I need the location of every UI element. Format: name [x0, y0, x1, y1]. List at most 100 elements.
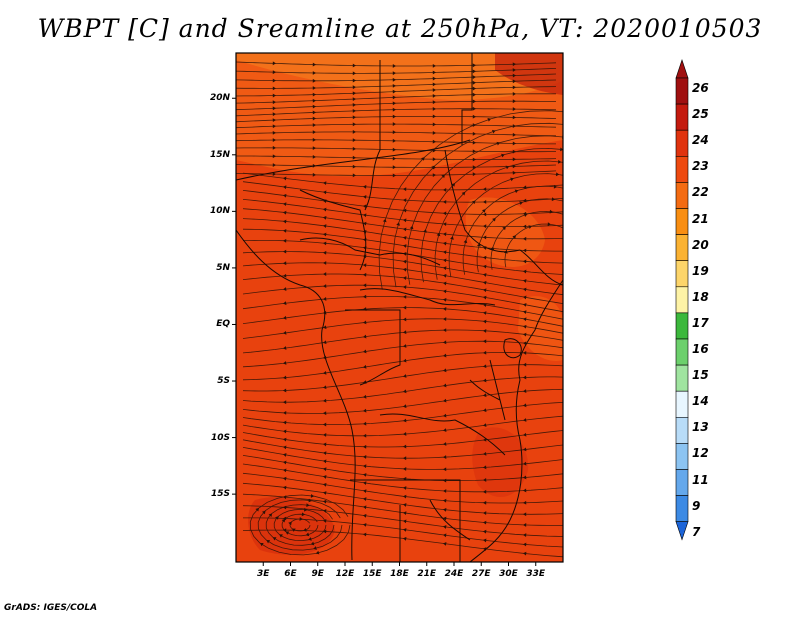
- streamline-arrow: [461, 191, 466, 196]
- streamline-arrow: [441, 174, 445, 179]
- streamline-arrow: [392, 71, 396, 76]
- map-title: WBPT [C] and Sreamline at 250hPa, VT: 20…: [37, 14, 763, 43]
- streamline-arrow: [272, 93, 276, 98]
- streamline-arrow: [363, 489, 367, 493]
- streamline-arrow: [547, 222, 551, 227]
- streamline-arrow: [283, 420, 287, 425]
- streamline-arrow: [323, 442, 327, 447]
- streamline-arrow: [472, 172, 476, 177]
- streamline: [242, 351, 563, 381]
- colorbar-swatch: [675, 443, 689, 470]
- streamline: [236, 100, 557, 111]
- streamline-arrow: [323, 241, 327, 246]
- streamline-arrow: [523, 198, 527, 203]
- streamline: [236, 139, 556, 145]
- streamline-arrow: [392, 101, 396, 106]
- streamline: [242, 402, 563, 425]
- streamline: [242, 273, 563, 304]
- border-libya-egypt: [461, 53, 473, 145]
- streamline-arrow: [392, 114, 396, 119]
- streamline-arrow: [483, 311, 487, 315]
- streamline-arrow: [523, 362, 527, 367]
- streamline: [236, 155, 557, 160]
- streamline-arrow: [512, 157, 516, 162]
- streamline-arrow: [451, 183, 456, 187]
- streamline-arrow: [403, 198, 407, 203]
- streamline-arrow: [283, 410, 287, 415]
- coastline-west: [236, 229, 356, 561]
- streamline-arrow: [443, 266, 447, 271]
- streamline-arrow: [443, 340, 447, 345]
- streamline-arrow: [523, 403, 527, 408]
- streamline-arrow: [472, 140, 476, 145]
- streamline-arrow: [363, 532, 367, 537]
- streamline-arrow: [523, 269, 527, 274]
- streamline-arrow: [283, 193, 287, 198]
- streamline-arrow: [403, 276, 407, 280]
- streamline-arrow: [363, 513, 367, 518]
- streamline: [236, 164, 557, 168]
- colorbar-swatch: [675, 312, 689, 340]
- lat-tick-label: EQ: [216, 319, 230, 330]
- streamline: [236, 131, 557, 137]
- streamline-arrow: [443, 383, 447, 388]
- streamline-arrow: [443, 211, 447, 216]
- colorbar-label: 23: [692, 159, 709, 174]
- streamline-arrow: [352, 63, 356, 68]
- streamline: [242, 208, 563, 240]
- streamline-arrow: [483, 465, 487, 470]
- lon-tick-label: 3E: [257, 569, 270, 579]
- colorbar-label: 14: [692, 394, 709, 409]
- streamline-arrow: [483, 246, 487, 250]
- streamline-arrow: [523, 475, 527, 480]
- streamline-arrow: [301, 512, 306, 517]
- streamline-arrow: [443, 232, 447, 237]
- streamline-arrow: [275, 516, 279, 520]
- colorbar-label: 16: [692, 342, 709, 356]
- streamline-arrow: [283, 437, 287, 442]
- border-central: [299, 237, 441, 266]
- streamline-arrow: [512, 124, 516, 128]
- credit-text: GrADS: IGES/COLA: [4, 603, 98, 613]
- streamline-arrow: [312, 154, 316, 159]
- colorbar-swatch: [675, 416, 689, 444]
- streamline-arrow: [573, 217, 577, 220]
- streamline-arrow: [472, 123, 476, 128]
- streamline: [242, 455, 563, 481]
- streamline-arrow: [363, 394, 367, 399]
- streamline-arrow: [512, 62, 516, 67]
- colorbar-swatch: [675, 286, 689, 314]
- streamline: [236, 108, 557, 117]
- streamline-arrow: [483, 478, 487, 482]
- streamline-arrow: [512, 99, 516, 104]
- streamline-arrow: [255, 507, 259, 512]
- streamline-arrow: [502, 226, 506, 231]
- lat-tick-label: 15S: [210, 489, 230, 500]
- streamline-arrow: [523, 324, 527, 329]
- streamline-arrow: [472, 99, 476, 104]
- streamline-arrow: [352, 146, 356, 151]
- colorbar-swatch: [675, 182, 689, 209]
- streamline-arrow: [312, 116, 316, 121]
- streamline-arrow: [403, 344, 407, 348]
- streamline-arrow: [443, 398, 447, 403]
- streamline-arrow: [272, 100, 276, 105]
- streamline-arrow: [514, 189, 519, 194]
- streamline-arrow: [323, 518, 327, 523]
- streamline-arrow: [323, 385, 327, 390]
- streamline-arrow: [443, 489, 447, 493]
- streamline: [242, 388, 563, 414]
- border-angola-namibia: [350, 479, 461, 562]
- streamline: [236, 68, 557, 74]
- streamline-arrow: [323, 411, 327, 416]
- border-congo: [345, 309, 401, 386]
- streamline-arrow: [310, 541, 315, 546]
- streamline-arrow: [551, 197, 556, 202]
- streamline-arrow: [323, 467, 327, 472]
- streamline: [242, 251, 563, 286]
- streamline-arrow: [432, 93, 436, 98]
- streamline-arrow: [272, 145, 276, 150]
- streamline-arrow: [272, 130, 276, 135]
- streamline-arrow: [285, 531, 290, 535]
- streamline-arrow: [523, 447, 527, 452]
